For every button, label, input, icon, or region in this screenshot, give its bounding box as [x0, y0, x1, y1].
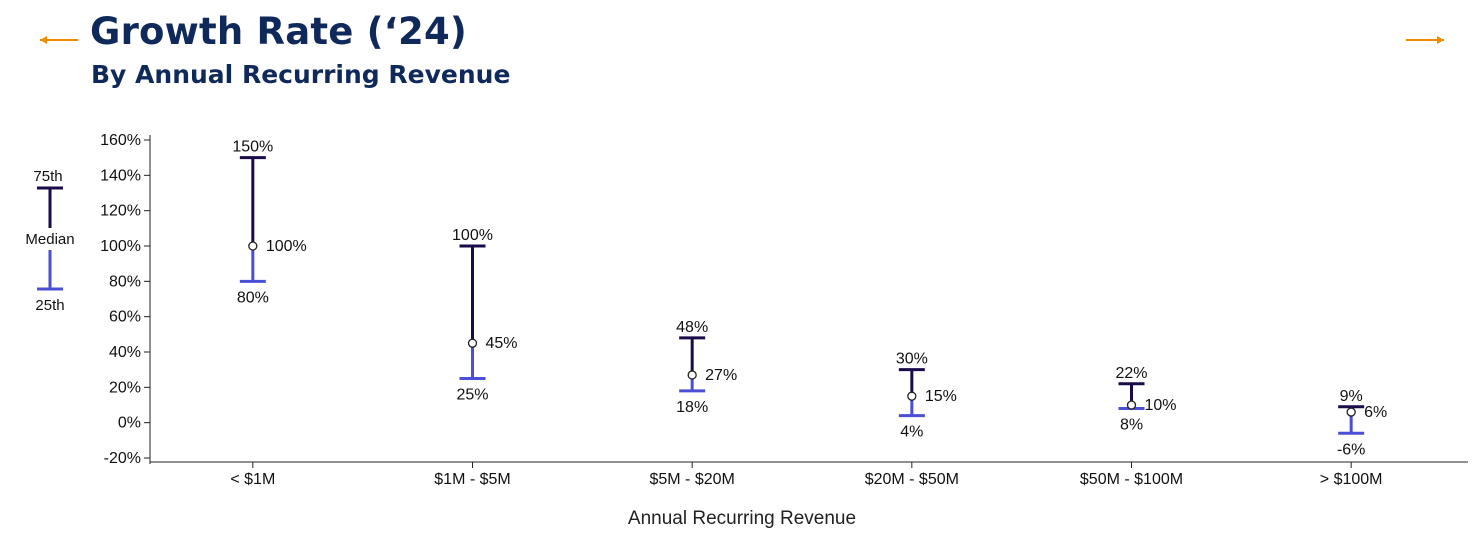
p75-label: 22% — [1115, 365, 1147, 382]
x-axis-title: Annual Recurring Revenue — [628, 508, 856, 529]
median-point — [1346, 407, 1356, 417]
page-subtitle: By Annual Recurring Revenue — [91, 60, 511, 89]
axes: -20% 0% 20% 40% 60% 80% 100% 120% 140% 160% < $1M $… — [100, 132, 1468, 488]
x-tick-label: $5M - $20M — [649, 471, 734, 488]
median-label: 45% — [486, 335, 518, 352]
p75-label: 30% — [896, 351, 928, 368]
p25-label: 80% — [237, 289, 269, 306]
x-tick-label: < $1M — [230, 471, 275, 488]
median-label: 100% — [266, 238, 307, 255]
nav-next-button[interactable] — [1402, 26, 1450, 54]
x-tick-label: $50M - $100M — [1080, 471, 1183, 488]
median-point — [467, 338, 478, 348]
median-label: 27% — [705, 367, 737, 384]
median-point — [248, 241, 258, 251]
y-tick-label: 100% — [100, 238, 141, 255]
median-label: 10% — [1145, 397, 1177, 414]
median-point — [687, 370, 697, 380]
y-tick-label: 80% — [109, 273, 141, 290]
arrow-right-icon — [1406, 36, 1444, 44]
x-tick-label: $20M - $50M — [865, 471, 959, 488]
legend-upper-label: 75th — [33, 168, 62, 185]
median-point — [907, 391, 917, 401]
legend-median-label: Median — [25, 231, 74, 248]
y-tick-label: 40% — [109, 344, 141, 361]
p25-label: 25% — [456, 387, 488, 404]
range-marker: 22% 10%8% — [1115, 365, 1176, 434]
x-tick-label: > $100M — [1320, 471, 1383, 488]
legend: 75th Median 25th — [25, 168, 74, 314]
p25-label: 8% — [1120, 417, 1143, 434]
p75-label: 150% — [232, 139, 273, 156]
p75-label: 100% — [452, 227, 493, 244]
range-marker: 100% 45% 25% — [452, 227, 517, 404]
p75-label: 9% — [1340, 388, 1363, 405]
range-marker: 30% 15% 4% — [896, 351, 957, 441]
range-marker: 48% 27% 18% — [676, 319, 737, 416]
p75-label: 48% — [676, 319, 708, 336]
nav-prev-button[interactable] — [34, 26, 82, 54]
legend-lower-label: 25th — [35, 297, 64, 314]
page-title: Growth Rate (‘24) — [90, 10, 468, 53]
y-tick-label: 60% — [109, 309, 141, 326]
median-point — [1126, 400, 1137, 410]
y-tick-label: -20% — [104, 450, 141, 467]
median-label: 15% — [925, 388, 957, 405]
range-marker: 9%6% -6% — [1337, 388, 1387, 459]
p25-label: 18% — [676, 399, 708, 416]
y-tick-label: 160% — [100, 132, 141, 149]
chart-marks: 150% 100% 80% 100% 45% 25% 48% 27% 18% 30% 15% 4% 22… — [232, 139, 1387, 459]
range-marker: 150% 100% 80% — [232, 139, 306, 307]
y-tick-label: 20% — [109, 379, 141, 396]
median-label: 6% — [1364, 404, 1387, 421]
x-tick-label: $1M - $5M — [434, 471, 510, 488]
arrow-left-icon — [40, 36, 78, 44]
p25-label: 4% — [900, 424, 923, 441]
y-tick-label: 0% — [118, 415, 141, 432]
p25-label: -6% — [1337, 441, 1365, 458]
y-tick-label: 120% — [100, 203, 141, 220]
y-tick-label: 140% — [100, 167, 141, 184]
